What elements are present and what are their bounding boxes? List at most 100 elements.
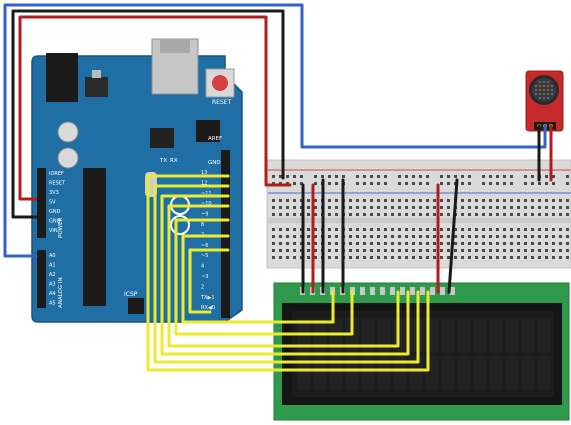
breadboard-hole: [482, 175, 485, 178]
lcd-cell: [521, 318, 535, 352]
breadboard-hole: [489, 256, 492, 259]
breadboard-hole: [419, 175, 422, 178]
breadboard-hole: [272, 242, 275, 245]
wire-yellow-d4: [167, 204, 400, 348]
breadboard-hole: [496, 206, 499, 209]
gnd-label: GND: [208, 160, 221, 166]
breadboard-hole: [307, 206, 310, 209]
breadboard-hole: [538, 182, 541, 185]
capacitor-2: [57, 147, 79, 169]
breadboard-hole: [426, 256, 429, 259]
breadboard-hole: [461, 213, 464, 216]
breadboard-hole: [272, 213, 275, 216]
breadboard-hole: [524, 256, 527, 259]
breadboard-hole: [356, 199, 359, 202]
mic-mesh-dot: [551, 93, 553, 95]
breadboard-hole: [454, 228, 457, 231]
breadboard-hole: [363, 206, 366, 209]
mic-mesh-dot: [543, 97, 545, 99]
breadboard-hole: [447, 242, 450, 245]
breadboard-hole: [349, 206, 352, 209]
breadboard-hole: [286, 235, 289, 238]
breadboard-hole: [489, 206, 492, 209]
breadboard-hole: [412, 206, 415, 209]
breadboard-hole: [314, 206, 317, 209]
breadboard-hole: [328, 228, 331, 231]
breadboard-hole: [482, 235, 485, 238]
breadboard-hole: [538, 242, 541, 245]
breadboard-hole: [461, 235, 464, 238]
breadboard-hole: [545, 175, 548, 178]
power-pin-label: GND: [49, 219, 61, 225]
icsp-header-top: [196, 120, 220, 142]
breadboard-hole: [503, 182, 506, 185]
breadboard-hole: [426, 182, 429, 185]
power-pin-label: 5V: [49, 200, 56, 206]
breadboard-hole: [335, 249, 338, 252]
breadboard-hole: [489, 213, 492, 216]
reset-label: RESET: [212, 99, 232, 106]
breadboard-hole: [496, 182, 499, 185]
breadboard-hole: [279, 228, 282, 231]
analog-section-label: ANALOG IN: [58, 277, 64, 308]
breadboard-hole: [531, 206, 534, 209]
breadboard-hole: [391, 213, 394, 216]
breadboard-hole: [482, 199, 485, 202]
breadboard-hole: [489, 182, 492, 185]
breadboard-hole: [489, 242, 492, 245]
breadboard-hole: [335, 199, 338, 202]
breadboard-hole: [307, 213, 310, 216]
breadboard-hole: [440, 206, 443, 209]
breadboard-hole: [447, 213, 450, 216]
breadboard-hole: [349, 199, 352, 202]
breadboard-hole: [447, 175, 450, 178]
analog-header: [37, 250, 46, 308]
breadboard-hole: [566, 256, 569, 259]
lcd-cell: [537, 356, 551, 390]
breadboard-hole: [559, 228, 562, 231]
breadboard-hole: [293, 206, 296, 209]
breadboard-hole: [440, 182, 443, 185]
lcd-pin: [440, 287, 445, 295]
breadboard-hole: [377, 175, 380, 178]
reset-button: [212, 75, 228, 91]
breadboard-hole: [496, 213, 499, 216]
breadboard-hole: [517, 242, 520, 245]
lcd-cell: [361, 318, 375, 352]
mic-mesh-dot: [535, 85, 537, 87]
breadboard-hole: [482, 242, 485, 245]
breadboard-hole: [517, 256, 520, 259]
breadboard-hole: [307, 199, 310, 202]
tx-label: TX: [159, 158, 167, 164]
breadboard-hole: [328, 256, 331, 259]
breadboard-hole: [391, 228, 394, 231]
breadboard-hole: [503, 175, 506, 178]
breadboard-hole: [531, 249, 534, 252]
breadboard-hole: [279, 199, 282, 202]
breadboard-hole: [510, 228, 513, 231]
breadboard-hole: [538, 249, 541, 252]
breadboard-hole: [349, 242, 352, 245]
breadboard-hole: [307, 228, 310, 231]
mic-mesh-dot: [539, 81, 541, 83]
breadboard-hole: [419, 199, 422, 202]
lcd-pin: [430, 287, 435, 295]
breadboard-hole: [503, 213, 506, 216]
lcd-pin: [360, 287, 365, 295]
breadboard-hole: [426, 175, 429, 178]
breadboard-hole: [279, 206, 282, 209]
breadboard-hole: [552, 175, 555, 178]
breadboard-hole: [531, 199, 534, 202]
breadboard-hole: [314, 235, 317, 238]
breadboard-hole: [566, 235, 569, 238]
breadboard-hole: [496, 235, 499, 238]
breadboard-hole: [398, 213, 401, 216]
breadboard-hole: [566, 175, 569, 178]
breadboard-hole: [433, 206, 436, 209]
breadboard-hole: [503, 256, 506, 259]
breadboard-hole: [475, 235, 478, 238]
breadboard-hole: [328, 206, 331, 209]
mic-mesh-dot: [539, 89, 541, 91]
breadboard-hole: [545, 228, 548, 231]
breadboard-hole: [482, 228, 485, 231]
